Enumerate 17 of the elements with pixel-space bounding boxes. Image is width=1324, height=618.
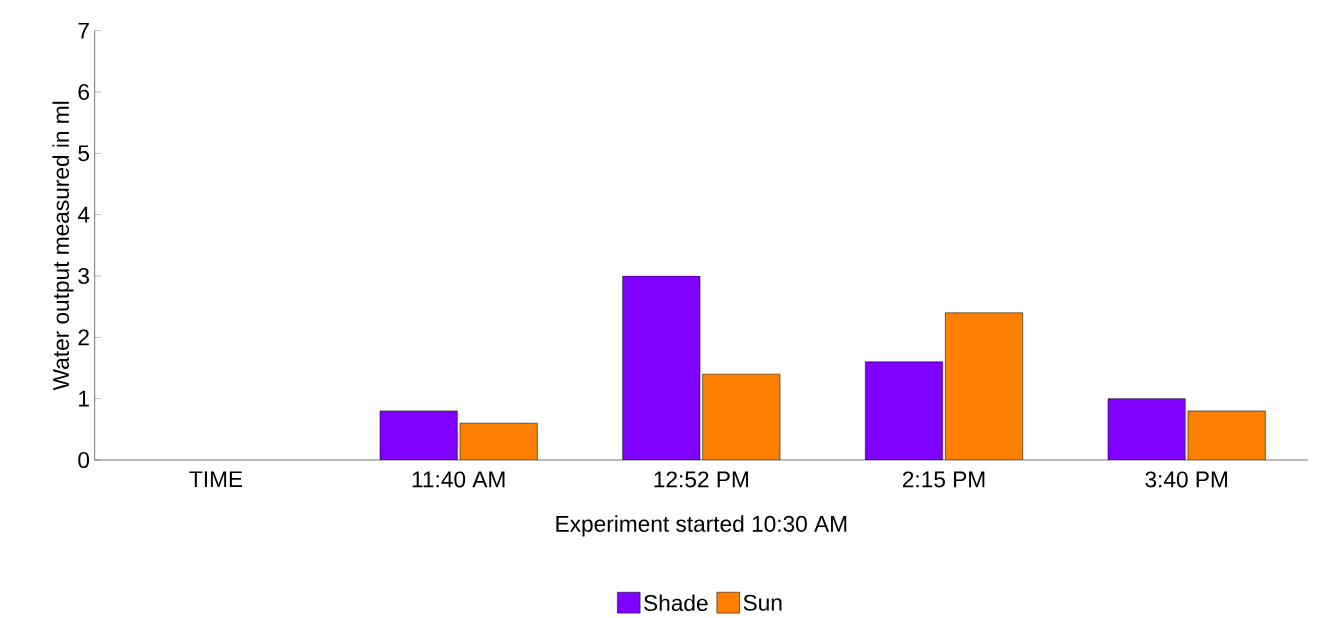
y-tick-label: 3: [78, 267, 89, 284]
y-tick-label: 1: [79, 390, 89, 407]
y-tick-label: 2: [78, 329, 89, 346]
x-tick-label: TIME: [189, 471, 243, 487]
legend-label: Shade: [644, 594, 708, 611]
x-tick-label: 12:52 PM: [654, 471, 748, 488]
y-tick-label: 7: [78, 22, 89, 39]
x-axis-title: Experiment started 10:30 AM: [556, 515, 847, 537]
y-tick-label: 6: [78, 83, 89, 100]
y-axis-title: Water output measured in ml: [52, 101, 74, 391]
legend-label: Sun: [743, 594, 782, 611]
x-tick-label: 11:40 AM: [412, 471, 505, 488]
x-tick-label: 3:40 PM: [1145, 471, 1227, 488]
y-tick-label: 5: [78, 145, 89, 162]
x-tick-label: 2:15 PM: [902, 471, 985, 488]
y-tick-label: 4: [77, 206, 90, 223]
y-tick-label: 0: [78, 451, 90, 468]
